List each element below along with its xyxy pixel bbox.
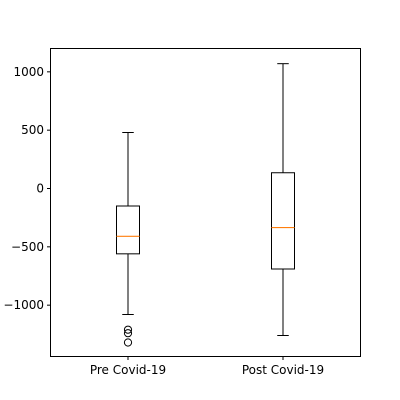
x-tick-label: Post Covid-19 [242,363,324,377]
x-tick-label: Pre Covid-19 [90,363,166,377]
plot-area-frame [50,48,361,357]
y-tick-label: 0 [36,182,44,196]
y-axis: 1000 500 0 −500 −1000 [3,65,51,312]
outlier-point [123,338,133,347]
outlier-point [123,329,133,338]
box-group-2 [271,63,295,336]
outlier-point [123,325,133,334]
plot-marks [116,63,295,347]
x-axis: Pre Covid-19 Post Covid-19 [90,356,324,377]
box-group-1 [116,132,140,347]
y-tick-label: −500 [11,240,44,254]
y-tick-label: 1000 [13,65,44,79]
iqr-box [271,172,295,270]
y-tick-label: −1000 [3,298,44,312]
iqr-box [116,205,140,255]
y-tick-label: 500 [21,123,44,137]
